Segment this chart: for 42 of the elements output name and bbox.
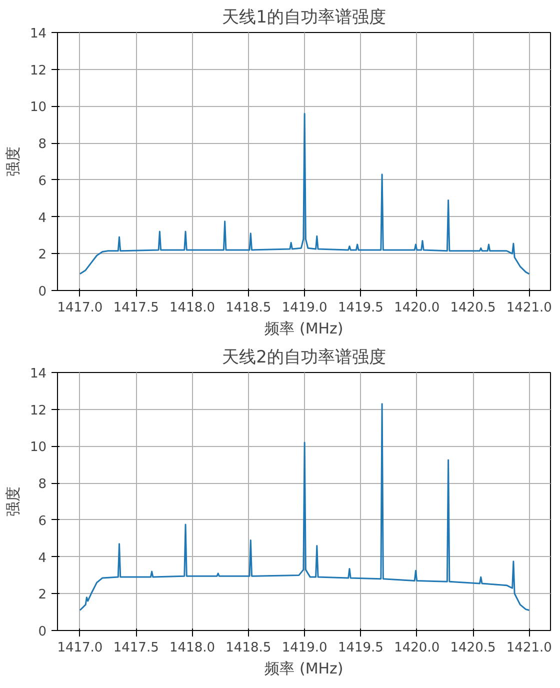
x-tick-label: 1418.5: [226, 640, 272, 656]
y-tick-label: 2: [38, 588, 47, 603]
y-tick-label: 14: [30, 366, 47, 382]
x-tick-label: 1419.0: [282, 640, 328, 656]
y-tick-label: 10: [30, 100, 47, 116]
y-tick-label: 4: [38, 550, 47, 566]
y-tick-label: 0: [38, 284, 47, 300]
x-axis-title: 频率 (MHz): [264, 320, 344, 338]
x-tick-label: 1419.5: [338, 300, 384, 316]
y-tick-label: 12: [30, 403, 47, 418]
y-tick-label: 6: [38, 514, 47, 529]
y-tick-label: 2: [38, 248, 47, 263]
y-axis-title: 强度: [4, 146, 22, 176]
x-tick-label: 1417.0: [57, 300, 103, 316]
y-tick-label: 8: [38, 477, 47, 492]
x-axis-title: 频率 (MHz): [264, 660, 344, 678]
x-tick-label: 1420.5: [450, 300, 496, 316]
x-tick-label: 1420.0: [394, 300, 440, 316]
x-tick-label: 1417.5: [113, 640, 159, 656]
line-series: [79, 112, 530, 275]
x-tick-label: 1419.0: [282, 300, 328, 316]
x-tick-label: 1417.5: [113, 300, 159, 316]
x-tick-label: 1420.5: [450, 640, 496, 656]
x-tick-label: 1420.0: [394, 640, 440, 656]
x-tick-label: 1419.5: [338, 640, 384, 656]
x-tick-label: 1417.0: [57, 640, 103, 656]
y-tick-label: 12: [30, 63, 47, 78]
y-tick-label: 10: [30, 440, 47, 456]
y-tick-label: 4: [38, 210, 47, 226]
line-series: [79, 403, 530, 611]
chart-title: 天线1的自功率谱强度: [222, 8, 386, 28]
y-tick-label: 14: [30, 26, 47, 42]
y-tick-label: 0: [38, 624, 47, 640]
x-tick-label: 1421.0: [506, 300, 552, 316]
y-tick-label: 6: [38, 174, 47, 189]
x-tick-label: 1418.0: [170, 300, 216, 316]
chart-title: 天线2的自功率谱强度: [222, 348, 386, 368]
x-tick-label: 1421.0: [506, 640, 552, 656]
y-tick-label: 8: [38, 137, 47, 152]
y-axis-title: 强度: [4, 486, 22, 516]
x-tick-label: 1418.0: [170, 640, 216, 656]
x-tick-label: 1418.5: [226, 300, 272, 316]
